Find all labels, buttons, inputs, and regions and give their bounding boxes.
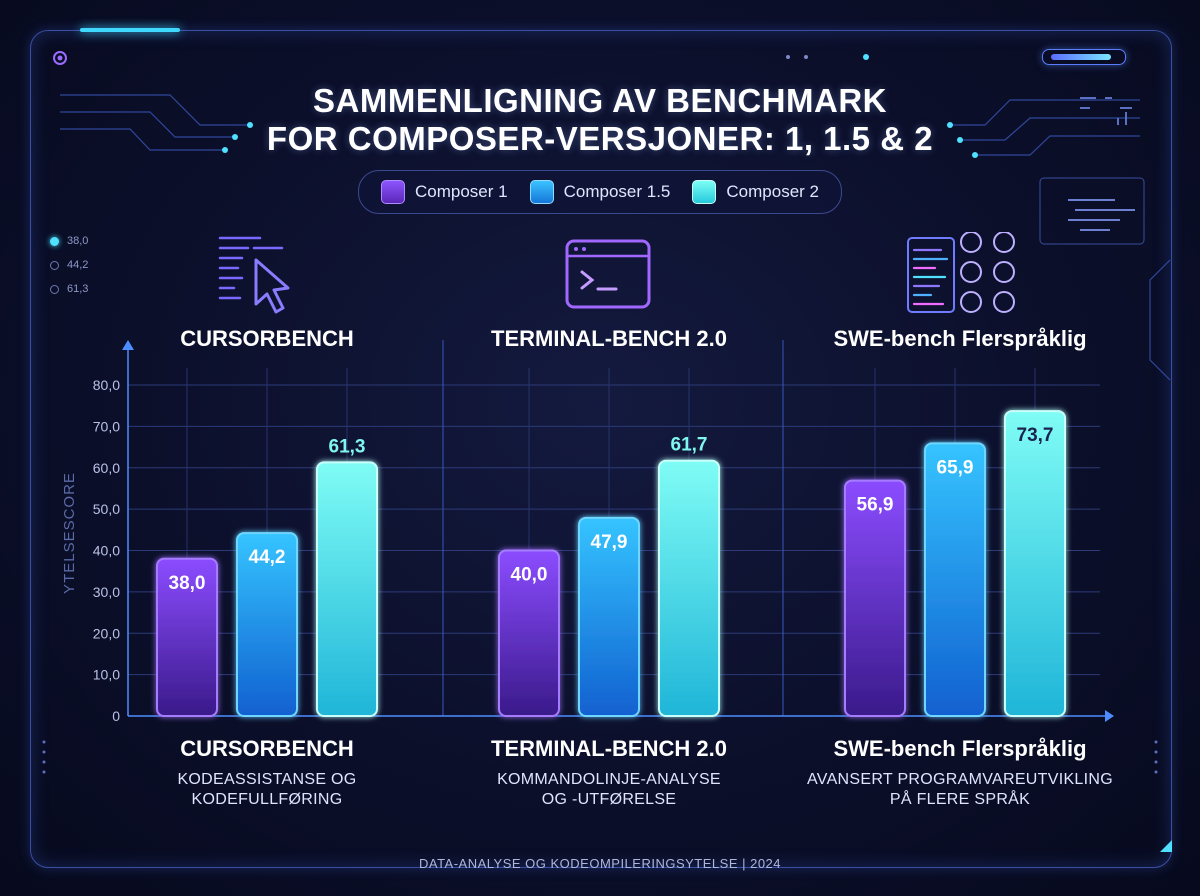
side-legend-value: 38,0 [67, 235, 89, 247]
legend: Composer 1 Composer 1.5 Composer 2 [358, 170, 842, 214]
panel-description: KODEASSISTANSE OG KODEFULLFØRING [97, 770, 437, 810]
panel-heading: SWE-bench Flerspråklig [833, 326, 1087, 351]
bar [1004, 410, 1066, 717]
dot-icon [50, 260, 59, 270]
y-tick-label: 80,0 [93, 377, 120, 393]
legend-label: Composer 1.5 [563, 182, 671, 201]
legend-swatch [692, 180, 717, 204]
panel-description-line: KODEFULLFØRING [191, 791, 343, 808]
footer-text: DATA-ANALYSE OG KODEOMPILERINGSYTELSE | … [418, 856, 782, 871]
y-tick-label: 10,0 [93, 667, 120, 683]
bar [924, 442, 986, 717]
y-axis-arrow-icon [122, 340, 134, 350]
bar [236, 532, 298, 717]
panel-title: SWE-bench Flerspråklig [833, 736, 1087, 761]
top-glow-bar [80, 28, 180, 32]
side-legend-value: 61,3 [67, 283, 89, 295]
side-legend-item: 61,3 [50, 277, 88, 301]
code-window-icon [907, 232, 1015, 313]
y-tick-label: 40,0 [93, 543, 120, 559]
panel-heading: TERMINAL-BENCH 2.0 [491, 326, 727, 351]
y-tick-label: 30,0 [93, 584, 120, 600]
legend-swatch [529, 180, 554, 204]
y-tick-label: 70,0 [93, 418, 120, 434]
y-tick-label: 0 [112, 708, 120, 724]
bar-value-label: 61,3 [329, 436, 366, 457]
y-tick-label: 50,0 [93, 501, 120, 517]
legend-item-composer-1: Composer 1 [381, 180, 508, 204]
side-legend-value: 44,2 [67, 259, 89, 271]
legend-swatch [381, 180, 405, 204]
bar-value-label: 47,9 [591, 532, 628, 553]
bar-value-label: 38,0 [169, 573, 206, 594]
x-axis-arrow-icon [1105, 710, 1114, 722]
bar [844, 479, 906, 718]
bar [578, 516, 640, 717]
chart-title-line: SAMMENLIGNING AV BENCHMARK [313, 82, 887, 119]
side-legend: 38,0 44,2 61,3 [50, 229, 88, 301]
outer-frame [30, 30, 1172, 868]
panel-heading: CURSORBENCH [180, 326, 354, 351]
y-tick-label: 60,0 [93, 460, 120, 476]
panel-description-line: OG -UTFØRELSE [541, 791, 677, 808]
terminal-icon [565, 239, 651, 309]
bar [156, 557, 218, 718]
chart-title: SAMMENLIGNING AV BENCHMARK FOR COMPOSER-… [0, 82, 1200, 158]
side-legend-item: 44,2 [50, 253, 88, 277]
cursor-icon [218, 236, 290, 314]
y-tick-label: 20,0 [93, 625, 120, 641]
dot-icon [50, 284, 59, 294]
bar [498, 549, 560, 717]
legend-item-composer-2: Composer 2 [692, 180, 819, 204]
bar-value-label: 73,7 [1017, 425, 1054, 446]
bar-value-label: 56,9 [857, 495, 894, 516]
side-legend-item: 38,0 [50, 229, 88, 253]
panel-description-line: AVANSERT PROGRAMVAREUTVIKLING [807, 771, 1113, 788]
bar-value-label: 61,7 [671, 435, 708, 456]
legend-label: Composer 2 [726, 182, 819, 201]
panel-description-line: PÅ FLERE SPRÅK [889, 791, 1031, 808]
bar-value-label: 65,9 [937, 457, 974, 478]
bar-value-label: 40,0 [511, 565, 548, 586]
panel-description: KOMMANDOLINJE-ANALYSE OG -UTFØRELSE [439, 770, 779, 810]
panel-description-line: KOMMANDOLINJE-ANALYSE [497, 771, 721, 788]
progress-pill [1042, 49, 1126, 65]
bar [658, 459, 720, 717]
panel-description-line: KODEASSISTANSE OG [177, 771, 357, 788]
panel-description: AVANSERT PROGRAMVAREUTVIKLING PÅ FLERE S… [790, 770, 1130, 810]
panel-title: CURSORBENCH [180, 736, 354, 761]
legend-label: Composer 1 [415, 182, 508, 201]
panel-title: TERMINAL-BENCH 2.0 [491, 736, 727, 761]
legend-item-composer-1-5: Composer 1.5 [529, 180, 671, 204]
bar [316, 461, 378, 717]
dot-icon [50, 236, 59, 246]
bar-value-label: 44,2 [249, 547, 286, 568]
y-axis-label: YTELSESCORE [61, 472, 78, 594]
chart-title-line: FOR COMPOSER-VERSJONER: 1, 1.5 & 2 [266, 120, 934, 157]
